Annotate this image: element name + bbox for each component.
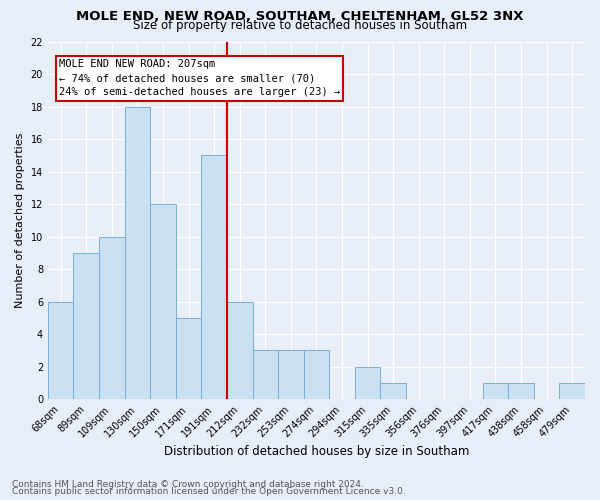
Bar [278,350,304,399]
Y-axis label: Number of detached properties: Number of detached properties [15,132,25,308]
Bar [125,106,150,399]
Bar [508,383,534,399]
Text: Contains public sector information licensed under the Open Government Licence v3: Contains public sector information licen… [12,487,406,496]
Text: Size of property relative to detached houses in Southam: Size of property relative to detached ho… [133,19,467,32]
Bar [150,204,176,399]
Bar [559,383,585,399]
Bar [380,383,406,399]
Text: MOLE END, NEW ROAD, SOUTHAM, CHELTENHAM, GL52 3NX: MOLE END, NEW ROAD, SOUTHAM, CHELTENHAM,… [76,10,524,23]
Bar [48,302,73,399]
Bar [355,366,380,399]
Bar [227,302,253,399]
Bar [253,350,278,399]
Bar [202,156,227,399]
Bar [482,383,508,399]
Text: Contains HM Land Registry data © Crown copyright and database right 2024.: Contains HM Land Registry data © Crown c… [12,480,364,489]
Text: MOLE END NEW ROAD: 207sqm
← 74% of detached houses are smaller (70)
24% of semi-: MOLE END NEW ROAD: 207sqm ← 74% of detac… [59,60,340,98]
Bar [99,236,125,399]
X-axis label: Distribution of detached houses by size in Southam: Distribution of detached houses by size … [164,444,469,458]
Bar [304,350,329,399]
Bar [73,253,99,399]
Bar [176,318,202,399]
